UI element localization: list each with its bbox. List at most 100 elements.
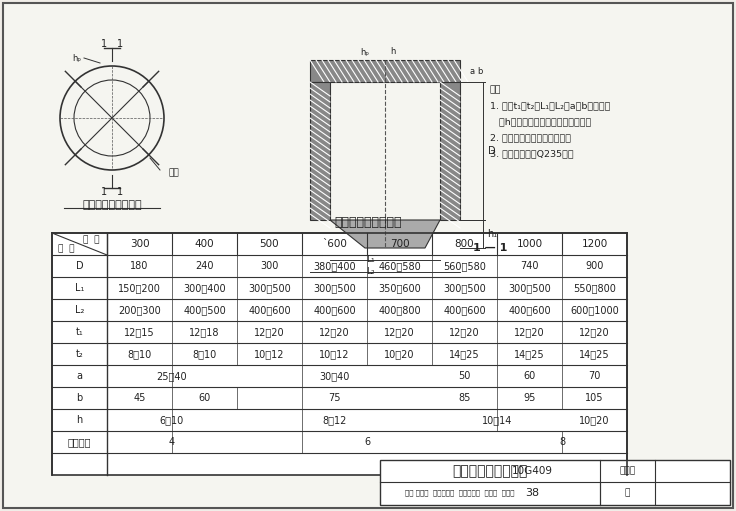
Text: 350～600: 350～600 — [378, 283, 421, 293]
Text: 740: 740 — [520, 261, 539, 271]
Text: 12～15: 12～15 — [124, 327, 155, 337]
Text: 700: 700 — [389, 239, 409, 249]
Text: t₂: t₂ — [76, 349, 83, 359]
Text: 度h可根据工程地质情况适当调整。: 度h可根据工程地质情况适当调整。 — [490, 117, 591, 126]
Text: 45: 45 — [133, 393, 146, 403]
Text: 10～12: 10～12 — [319, 349, 350, 359]
Text: 400～600: 400～600 — [443, 305, 486, 315]
Text: 60: 60 — [199, 393, 210, 403]
Text: 12～20: 12～20 — [514, 327, 545, 337]
Text: 1: 1 — [101, 187, 107, 197]
Text: 600～1000: 600～1000 — [570, 305, 619, 315]
Text: 800: 800 — [455, 239, 474, 249]
Text: 240: 240 — [195, 261, 213, 271]
Text: h: h — [390, 48, 396, 57]
Text: 注：: 注： — [490, 85, 501, 94]
Text: 300～500: 300～500 — [248, 283, 291, 293]
Text: h: h — [77, 415, 82, 425]
Text: 460～580: 460～580 — [378, 261, 421, 271]
Text: 300～500: 300～500 — [443, 283, 486, 293]
Text: D: D — [76, 261, 83, 271]
FancyBboxPatch shape — [310, 60, 460, 82]
Text: 2. 桩尖所有焊缝均为角焊缝。: 2. 桩尖所有焊缝均为角焊缝。 — [490, 133, 571, 142]
Text: 12～20: 12～20 — [254, 327, 285, 337]
FancyBboxPatch shape — [3, 3, 733, 508]
Text: 10～12: 10～12 — [254, 349, 285, 359]
Text: 1: 1 — [117, 187, 123, 197]
Text: L₁: L₁ — [75, 283, 84, 293]
Text: L₂: L₂ — [75, 305, 84, 315]
Text: 400～500: 400～500 — [183, 305, 226, 315]
Text: 页: 页 — [625, 489, 630, 498]
Text: 1 — 1: 1 — 1 — [473, 243, 507, 253]
Text: 外  径: 外 径 — [83, 235, 100, 244]
Text: 400: 400 — [195, 239, 214, 249]
Text: 150～200: 150～200 — [118, 283, 161, 293]
Text: 300: 300 — [261, 261, 279, 271]
Text: 14～25: 14～25 — [514, 349, 545, 359]
Text: 60: 60 — [523, 371, 536, 381]
Text: 300～500: 300～500 — [313, 283, 356, 293]
Text: b: b — [77, 393, 82, 403]
Text: 箭板数量: 箭板数量 — [68, 437, 91, 447]
Text: 300～400: 300～400 — [183, 283, 226, 293]
Text: `600: `600 — [322, 239, 347, 249]
Text: L₁: L₁ — [366, 256, 375, 265]
Text: 6～10: 6～10 — [160, 415, 184, 425]
Text: 12～20: 12～20 — [319, 327, 350, 337]
Text: 550～800: 550～800 — [573, 283, 616, 293]
Text: 560～580: 560～580 — [443, 261, 486, 271]
Text: 105: 105 — [585, 393, 604, 403]
Text: 380～400: 380～400 — [314, 261, 355, 271]
Text: 25～40: 25～40 — [157, 371, 188, 381]
Text: 箭板: 箭板 — [169, 169, 180, 177]
FancyBboxPatch shape — [380, 460, 730, 505]
Text: 200～300: 200～300 — [118, 305, 161, 315]
Text: 300: 300 — [130, 239, 149, 249]
Text: 8～12: 8～12 — [322, 415, 347, 425]
Text: hₚ: hₚ — [73, 54, 82, 62]
Text: 12～20: 12～20 — [579, 327, 610, 337]
Text: 180: 180 — [130, 261, 149, 271]
Text: 85: 85 — [459, 393, 471, 403]
Text: 10G409: 10G409 — [512, 466, 553, 476]
Text: t₁: t₁ — [76, 327, 83, 337]
Text: 70: 70 — [588, 371, 601, 381]
Text: 8～10: 8～10 — [192, 349, 216, 359]
Text: 900: 900 — [585, 261, 604, 271]
Text: 95: 95 — [523, 393, 536, 403]
Text: 300～500: 300～500 — [508, 283, 551, 293]
Text: 3. 桩尖材料采用Q235钢。: 3. 桩尖材料采用Q235钢。 — [490, 149, 573, 158]
Text: 30～40: 30～40 — [319, 371, 350, 381]
Text: 75: 75 — [328, 393, 341, 403]
Text: 4: 4 — [169, 437, 175, 447]
Text: 1200: 1200 — [581, 239, 608, 249]
Text: 开口型钢桩尖正视图: 开口型钢桩尖正视图 — [82, 200, 142, 210]
Polygon shape — [330, 220, 440, 248]
Text: 400～600: 400～600 — [314, 305, 355, 315]
Text: 12～20: 12～20 — [384, 327, 415, 337]
Text: 8～10: 8～10 — [127, 349, 152, 359]
Text: 8: 8 — [559, 437, 565, 447]
Text: hₚ: hₚ — [361, 48, 369, 57]
Text: 10～20: 10～20 — [384, 349, 415, 359]
Text: 图集号: 图集号 — [620, 467, 636, 476]
Text: a: a — [77, 371, 82, 381]
FancyBboxPatch shape — [440, 82, 460, 220]
Text: 1. 图中t₁、t₂、L₁、L₂、a、b及焊缝高: 1. 图中t₁、t₂、L₁、L₂、a、b及焊缝高 — [490, 101, 610, 110]
Text: 400～600: 400～600 — [508, 305, 551, 315]
Text: 1: 1 — [101, 39, 107, 49]
Text: 14～25: 14～25 — [579, 349, 610, 359]
Text: a: a — [470, 67, 475, 77]
Text: 10～14: 10～14 — [482, 415, 512, 425]
Text: 6: 6 — [364, 437, 370, 447]
FancyBboxPatch shape — [310, 82, 330, 220]
Text: 500: 500 — [260, 239, 280, 249]
Text: 项  目: 项 目 — [57, 244, 74, 253]
Text: 10～20: 10～20 — [579, 415, 609, 425]
Text: 400～800: 400～800 — [378, 305, 421, 315]
Text: 38: 38 — [526, 488, 539, 498]
Text: 400～600: 400～600 — [248, 305, 291, 315]
Text: 审核 满英杰  校对区红杰  专业负责人  检样测  精样册: 审核 满英杰 校对区红杰 专业负责人 检样测 精样册 — [406, 490, 514, 496]
Text: 12～18: 12～18 — [189, 327, 220, 337]
